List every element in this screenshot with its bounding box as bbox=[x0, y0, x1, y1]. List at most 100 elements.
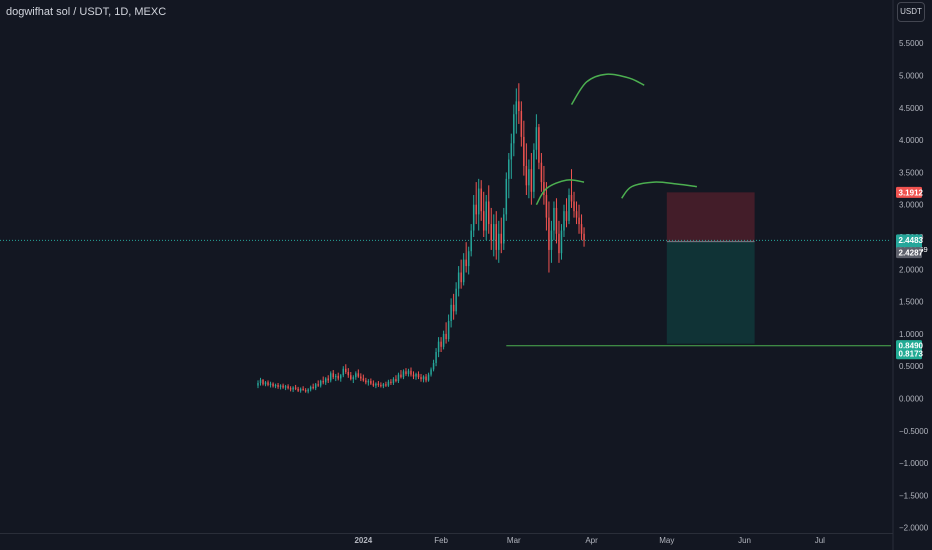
candle bbox=[347, 368, 350, 378]
candle-body bbox=[420, 377, 422, 380]
candle-body bbox=[495, 224, 498, 250]
candle-body bbox=[525, 165, 528, 186]
candle-body bbox=[342, 368, 345, 376]
candle bbox=[490, 207, 493, 250]
candle-body bbox=[548, 217, 550, 250]
candle bbox=[294, 384, 297, 391]
candle-body bbox=[407, 370, 410, 374]
candle bbox=[327, 375, 329, 383]
candle bbox=[269, 381, 272, 388]
candle bbox=[503, 207, 505, 250]
candle-body bbox=[380, 384, 382, 387]
candle bbox=[508, 153, 510, 199]
candle bbox=[340, 373, 342, 382]
candle bbox=[457, 266, 460, 297]
candle bbox=[485, 195, 487, 241]
candle-body bbox=[470, 230, 472, 252]
candle-body bbox=[460, 272, 462, 283]
candle bbox=[570, 169, 573, 208]
candle-body bbox=[397, 374, 400, 382]
candle-body bbox=[543, 182, 545, 196]
candle-body bbox=[540, 162, 543, 183]
candle bbox=[430, 367, 432, 377]
candles bbox=[257, 83, 585, 394]
candle-body bbox=[367, 381, 370, 383]
x-tick-label: Apr bbox=[585, 536, 598, 545]
candle-body bbox=[575, 211, 578, 218]
x-tick-label: Jun bbox=[738, 536, 751, 545]
candle-body bbox=[302, 388, 304, 391]
candle bbox=[580, 214, 583, 241]
candle bbox=[573, 191, 575, 218]
candle-body bbox=[560, 230, 563, 254]
candle bbox=[362, 374, 365, 382]
candle-body bbox=[259, 379, 262, 383]
candle-body bbox=[415, 373, 417, 377]
candle-body bbox=[334, 375, 337, 378]
candle-body bbox=[299, 388, 302, 391]
candle bbox=[560, 224, 563, 260]
candle bbox=[377, 381, 380, 387]
candle bbox=[523, 120, 525, 176]
candle-body bbox=[279, 385, 282, 387]
candle-body bbox=[422, 376, 425, 380]
candle bbox=[264, 381, 267, 387]
candle bbox=[382, 382, 385, 389]
candle-body bbox=[289, 388, 292, 390]
candle-body bbox=[558, 233, 560, 254]
currency-button[interactable]: USDT bbox=[897, 2, 925, 22]
candle bbox=[274, 383, 277, 389]
candle bbox=[334, 373, 337, 382]
candle bbox=[475, 182, 477, 225]
candle bbox=[420, 373, 422, 382]
candle-body bbox=[437, 341, 440, 352]
candle-body bbox=[480, 188, 482, 212]
candle-body bbox=[410, 370, 412, 375]
candle-body bbox=[395, 379, 397, 382]
y-tick-label: 1.5000 bbox=[899, 298, 924, 307]
candle bbox=[498, 220, 500, 263]
pattern-arc bbox=[621, 181, 698, 199]
candle bbox=[272, 382, 274, 388]
candle bbox=[477, 178, 480, 231]
candle bbox=[513, 104, 515, 157]
candle bbox=[528, 159, 530, 199]
candle bbox=[545, 182, 548, 231]
candle-body bbox=[528, 169, 530, 186]
candle bbox=[482, 191, 485, 237]
candle bbox=[370, 378, 372, 385]
candle bbox=[287, 384, 289, 390]
candle bbox=[395, 375, 397, 383]
entry-price-tag-text: 2.4287 bbox=[899, 249, 924, 258]
y-tick-label: −2.0000 bbox=[899, 524, 929, 533]
entry-price-tag: 2.4287 bbox=[896, 247, 924, 259]
candle bbox=[515, 88, 518, 134]
candle-body bbox=[563, 211, 565, 231]
candle-body bbox=[402, 371, 405, 378]
candle-body bbox=[553, 207, 555, 231]
candle-body bbox=[432, 362, 435, 370]
candle bbox=[342, 366, 345, 378]
candle-body bbox=[282, 385, 284, 388]
candle bbox=[535, 114, 538, 160]
candle-body bbox=[523, 136, 525, 166]
candle-body bbox=[357, 373, 360, 377]
candle bbox=[367, 379, 370, 386]
candle-body bbox=[530, 169, 533, 192]
candle bbox=[565, 198, 568, 228]
y-tick-label: 1.0000 bbox=[899, 330, 924, 339]
candle bbox=[495, 211, 498, 260]
candle bbox=[284, 384, 287, 391]
candle bbox=[297, 386, 299, 393]
candle bbox=[427, 372, 430, 382]
candle-body bbox=[352, 377, 355, 380]
candle-body bbox=[472, 204, 475, 231]
candle bbox=[530, 153, 533, 205]
position-zones bbox=[666, 192, 755, 344]
candle bbox=[538, 123, 540, 170]
candle bbox=[360, 373, 362, 382]
target-price-tag-text: 0.8490 bbox=[899, 342, 924, 351]
last-price-tag-text: 2.4483 bbox=[899, 236, 924, 245]
candle bbox=[317, 380, 319, 387]
